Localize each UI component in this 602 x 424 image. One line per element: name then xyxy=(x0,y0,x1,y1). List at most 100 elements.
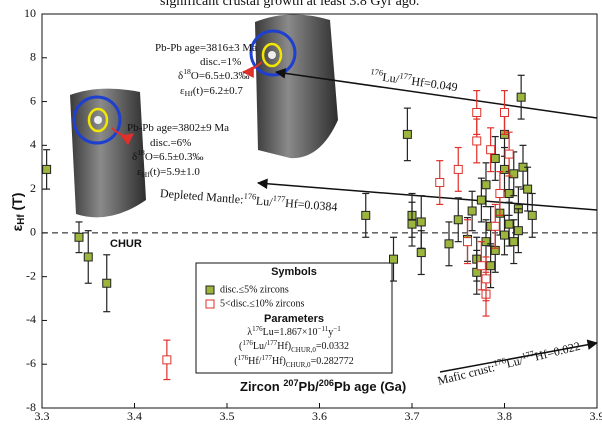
text-run: −1 xyxy=(333,325,341,333)
point xyxy=(453,164,463,174)
point xyxy=(444,239,454,249)
point xyxy=(490,221,500,231)
text-run: Lu/ xyxy=(382,70,401,86)
point xyxy=(472,267,482,277)
point xyxy=(481,274,491,284)
text-run: Hf/ xyxy=(248,356,262,367)
x-tick-label: 3.5 xyxy=(220,409,235,423)
text-run: 177 xyxy=(267,339,278,347)
point xyxy=(74,232,84,242)
point xyxy=(500,230,509,240)
pointer-arrow xyxy=(111,127,134,146)
point xyxy=(472,136,482,146)
parameter: (176Lu/177Hf)CHUR,0=0.0332 xyxy=(239,339,349,354)
annotation: Pb-Pb age=3802±9 Ma xyxy=(127,122,229,134)
y-tick-label: 0 xyxy=(30,225,36,239)
point xyxy=(523,184,533,194)
text-run: Lu/ xyxy=(255,193,273,208)
point xyxy=(495,188,505,198)
point xyxy=(435,178,445,188)
x-tick-label: 3.3 xyxy=(35,409,50,423)
text-run: (t)=6.2±0.7 xyxy=(193,85,244,97)
text-run: Pb/ xyxy=(299,379,320,394)
point xyxy=(509,169,519,179)
point xyxy=(453,215,463,225)
evolution-line xyxy=(256,178,598,211)
point xyxy=(102,278,112,288)
text-run: Hf=0.0384 xyxy=(285,196,338,214)
text-run: 176 xyxy=(252,325,263,333)
legend-label: 5<disc.≤10% zircons xyxy=(220,298,305,309)
point xyxy=(361,210,371,220)
point xyxy=(407,219,417,229)
point xyxy=(504,188,514,198)
parameters-title: Parameters xyxy=(264,313,324,325)
text-run: 176 xyxy=(238,354,249,362)
caption: significant crustal growth at least 3.8 … xyxy=(160,0,419,9)
y-tick-label: 6 xyxy=(30,93,36,107)
legend-box xyxy=(195,262,393,374)
x-tick-label: 3.4 xyxy=(127,409,142,423)
text-run: ε xyxy=(137,166,142,178)
point xyxy=(486,145,496,155)
legend-marker xyxy=(205,299,215,309)
text-run: Lu/ xyxy=(253,341,267,352)
point xyxy=(481,180,491,190)
text-run: Hf xyxy=(142,170,151,179)
text-run: Hf xyxy=(185,89,194,98)
text-run: 207 xyxy=(283,378,298,388)
text-run: ε xyxy=(9,224,25,231)
text-run: (T) xyxy=(9,193,25,215)
point xyxy=(500,164,509,174)
y-tick-label: -8 xyxy=(26,400,36,414)
point xyxy=(416,248,426,258)
annotation: Pb-Pb age=3816±3 Ma xyxy=(155,42,257,54)
y-tick-label: 2 xyxy=(30,181,36,195)
text-run: Zircon xyxy=(240,379,283,394)
text-run: 206 xyxy=(319,378,334,388)
text-run: Lu=1.867×10 xyxy=(263,327,318,338)
x-axis-label: Zircon 207Pb/206Pb age (Ga) xyxy=(240,378,406,394)
y-tick-label: -6 xyxy=(26,356,36,370)
pointer-arrow xyxy=(241,61,263,78)
annotation: δ18O=6.5±0.3‰ xyxy=(132,148,204,163)
text-run: λ xyxy=(247,327,252,338)
text-run: ε xyxy=(180,85,185,97)
chur-label: CHUR xyxy=(110,238,142,250)
y-tick-label: 4 xyxy=(30,137,36,151)
line-label: Depleted Mantle:176Lu/177Hf=0.0384 xyxy=(160,185,338,214)
point xyxy=(476,195,486,205)
y-tick-label: 8 xyxy=(30,50,36,64)
text-run: 176 xyxy=(492,356,506,368)
text-run: Hf=0.049 xyxy=(411,74,459,94)
text-run: 177 xyxy=(273,194,286,204)
text-run: disc.=6% xyxy=(150,137,191,149)
text-run: δ xyxy=(178,70,183,82)
text-run: =0.282772 xyxy=(311,356,354,367)
y-tick-label: -2 xyxy=(26,268,36,282)
point xyxy=(472,108,482,117)
y-axis-label: εHf (T) xyxy=(9,193,27,232)
text-run: Depleted Mantle: xyxy=(160,186,244,207)
text-run: (t)=5.9±1.0 xyxy=(150,166,201,178)
point xyxy=(527,210,537,220)
legend-marker xyxy=(205,285,215,295)
text-run: 176 xyxy=(370,67,384,78)
point xyxy=(83,252,93,262)
text-run: Lu/ xyxy=(505,353,525,371)
evolution-line xyxy=(274,68,598,119)
text-run: ( xyxy=(239,341,243,352)
point xyxy=(467,206,477,216)
annotation: disc.=1% xyxy=(200,56,241,68)
point xyxy=(504,149,514,159)
point xyxy=(389,254,398,264)
x-tick-label: 3.9 xyxy=(590,409,602,423)
x-tick-label: 3.7 xyxy=(405,409,420,423)
point xyxy=(509,237,519,247)
text-run: Hf=0.022 xyxy=(533,339,581,364)
point xyxy=(516,92,526,102)
point xyxy=(513,226,523,236)
text-run: ( xyxy=(234,356,238,367)
point xyxy=(463,237,472,247)
